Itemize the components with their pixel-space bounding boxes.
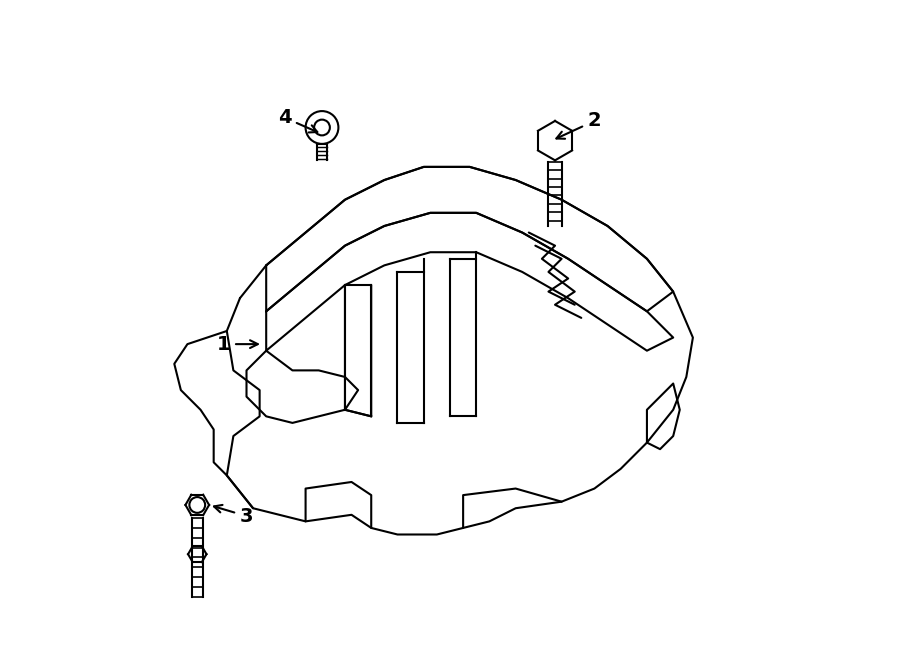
Text: 4: 4 bbox=[278, 108, 318, 132]
Text: 3: 3 bbox=[214, 505, 253, 526]
Text: 1: 1 bbox=[217, 334, 257, 354]
Text: 2: 2 bbox=[556, 111, 601, 139]
